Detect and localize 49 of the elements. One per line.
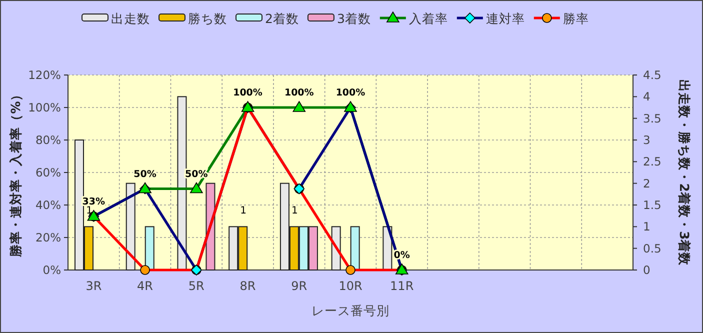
bar: [126, 182, 136, 270]
x-tick-label: 5R: [188, 279, 204, 293]
data-label: 100%: [233, 88, 263, 98]
y2-tick-label: 1.5: [643, 198, 662, 212]
y2-tick-label: 4: [643, 90, 650, 104]
y-tick-label: 100%: [28, 100, 62, 114]
y2-tick-label: 0: [643, 263, 650, 277]
bar: [144, 226, 154, 270]
legend-label: 3着数: [336, 11, 371, 26]
y2-tick-label: 0.5: [643, 241, 662, 256]
x-tick-label: 9R: [291, 279, 308, 293]
x-tick-label: 10R: [338, 279, 362, 293]
x-tick-label: 3R: [86, 279, 102, 293]
bar: [177, 96, 187, 270]
y-tick-label: 80%: [35, 133, 62, 147]
point: [190, 182, 203, 194]
y-tick-label: 0%: [42, 263, 62, 277]
bar: [350, 226, 360, 270]
y2-tick-label: 2: [643, 176, 650, 190]
data-label: 100%: [284, 88, 314, 98]
y2-tick-label: 1: [643, 220, 650, 234]
y2-tick-label: 4.5: [643, 68, 662, 82]
x-tick-label: 11R: [390, 279, 414, 293]
y-tick-label: 20%: [35, 230, 62, 244]
point: [140, 265, 150, 275]
legend-label: 勝ち数: [188, 11, 227, 26]
legend-label: 連対率: [486, 11, 525, 26]
data-label: 1: [240, 206, 247, 217]
legend-label: 勝率: [562, 11, 589, 26]
x-tick-label: 8R: [240, 279, 256, 293]
x-axis-title: レース番号別: [312, 303, 390, 318]
point: [346, 265, 356, 275]
data-label: 100%: [336, 88, 366, 98]
x-tick-label: 4R: [137, 279, 154, 293]
y-tick-label: 60%: [35, 166, 62, 180]
y2-axis-title: 出走数・勝ち数・2着数・3着数: [677, 79, 692, 267]
data-label: 1: [292, 206, 298, 217]
y2-tick-label: 3: [643, 133, 650, 147]
y-tick-label: 120%: [28, 68, 62, 82]
data-label: 50%: [134, 168, 157, 180]
y-axis-title: 勝率・連対率・入着率（%）: [8, 88, 23, 258]
legend-label: 2着数: [265, 11, 299, 26]
y2-tick-label: 3.5: [643, 111, 662, 126]
legend-label: 入着率: [408, 11, 448, 26]
y-tick-label: 40%: [35, 198, 62, 212]
point: [292, 101, 306, 112]
legend-label: 出走数: [111, 11, 150, 26]
y2-tick-label: 2.5: [643, 154, 662, 169]
bar: [206, 182, 216, 270]
